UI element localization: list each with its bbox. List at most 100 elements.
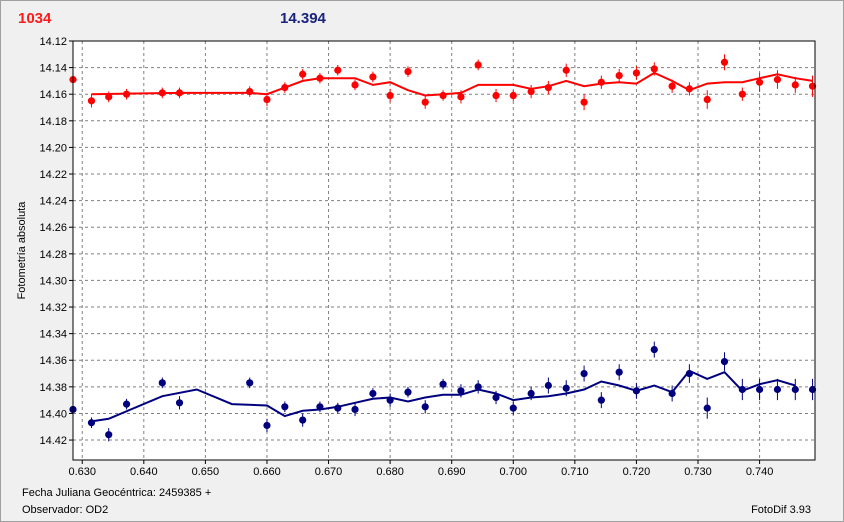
observer-label: Observador: OD2 xyxy=(22,504,109,516)
data-point xyxy=(351,81,359,89)
data-point xyxy=(632,387,641,395)
data-point xyxy=(122,90,131,98)
data-point xyxy=(791,81,799,89)
data-point xyxy=(492,393,500,402)
data-point xyxy=(615,368,623,376)
data-point xyxy=(369,389,377,398)
data-point xyxy=(703,404,711,412)
plot-area xyxy=(73,41,815,460)
data-point xyxy=(334,66,342,74)
data-point xyxy=(562,384,570,392)
x-tick-label: 0.630 xyxy=(68,466,96,478)
data-point xyxy=(316,74,324,82)
y-tick-label: 14.34 xyxy=(39,329,67,341)
data-point xyxy=(421,98,429,106)
y-tick-label: 14.32 xyxy=(39,302,67,314)
data-point xyxy=(351,405,359,414)
data-point xyxy=(580,98,588,106)
series-layer xyxy=(69,54,817,442)
data-point xyxy=(87,97,96,105)
data-point xyxy=(492,91,500,100)
data-point xyxy=(246,87,254,96)
data-point xyxy=(263,421,271,430)
x-tick-label: 0.670 xyxy=(315,466,343,478)
x-tick-label: 0.740 xyxy=(746,466,774,478)
x-tick-label: 0.730 xyxy=(684,466,712,478)
data-point xyxy=(808,385,817,394)
y-tick-label: 14.16 xyxy=(39,89,67,101)
data-point xyxy=(650,345,658,354)
data-point xyxy=(580,369,588,378)
data-point xyxy=(527,389,535,398)
data-point xyxy=(439,91,447,100)
data-point xyxy=(632,69,641,77)
data-point xyxy=(334,404,342,412)
data-point xyxy=(404,388,412,396)
data-point xyxy=(755,385,764,394)
grid-lines xyxy=(73,40,815,460)
y-tick-label: 14.12 xyxy=(39,36,67,48)
data-point xyxy=(474,383,482,391)
data-point xyxy=(615,71,623,80)
y-tick-label: 14.18 xyxy=(39,116,67,128)
data-point xyxy=(404,67,412,76)
data-point xyxy=(509,404,517,412)
x-axis-ticks: 0.630 0.640 0.650 0.660 0.670 0.680 0.690 0.700… xyxy=(68,460,773,478)
y-tick-label: 14.38 xyxy=(39,382,67,394)
data-point xyxy=(738,90,746,98)
data-point xyxy=(720,357,729,366)
data-point xyxy=(439,380,447,388)
y-axis-ticks: 14.12 14.14 14.16 14.18 14.20 14.22 14.24 14.26… xyxy=(39,36,73,447)
x-tick-label: 0.720 xyxy=(623,466,651,478)
data-point xyxy=(246,379,254,387)
data-point xyxy=(703,95,711,104)
data-point xyxy=(386,91,394,100)
data-point xyxy=(509,91,517,100)
y-tick-label: 14.20 xyxy=(39,142,67,154)
y-tick-label: 14.28 xyxy=(39,249,67,261)
data-point xyxy=(668,82,676,90)
y-axis-label: Fotometría absoluta xyxy=(16,201,28,300)
data-point xyxy=(105,93,113,101)
version-label: FotoDif 3.93 xyxy=(751,504,811,516)
data-point xyxy=(650,65,658,73)
data-point xyxy=(105,431,113,439)
data-point xyxy=(457,387,465,395)
x-axis-label: Fecha Juliana Geocéntrica: 2459385 + xyxy=(22,487,212,499)
data-point xyxy=(87,419,96,427)
data-point xyxy=(773,385,782,394)
data-point xyxy=(544,381,552,390)
data-point xyxy=(158,89,166,97)
data-point xyxy=(808,82,817,90)
y-tick-label: 14.22 xyxy=(39,169,67,181)
data-point xyxy=(299,416,307,424)
header-value-left: 1034 xyxy=(18,10,52,27)
plot-border xyxy=(72,40,816,461)
y-tick-label: 14.24 xyxy=(39,196,67,208)
x-tick-label: 0.660 xyxy=(253,466,281,478)
data-point xyxy=(791,385,799,394)
data-point xyxy=(122,400,131,408)
x-tick-label: 0.690 xyxy=(438,466,466,478)
x-tick-label: 0.640 xyxy=(130,466,158,478)
y-tick-label: 14.36 xyxy=(39,355,67,367)
fit-line xyxy=(91,71,813,97)
data-point xyxy=(685,369,693,378)
data-point xyxy=(685,85,693,93)
data-point xyxy=(773,75,782,84)
data-point xyxy=(316,403,324,411)
data-point xyxy=(597,396,605,404)
data-point xyxy=(299,70,307,78)
data-point xyxy=(386,396,394,404)
data-point xyxy=(158,379,166,387)
data-point xyxy=(263,95,271,104)
data-point xyxy=(755,78,764,86)
y-tick-label: 14.14 xyxy=(39,63,67,75)
data-point xyxy=(720,58,729,66)
series-0 xyxy=(69,54,817,111)
data-point xyxy=(281,83,289,92)
data-point xyxy=(527,87,535,96)
data-point xyxy=(668,389,676,398)
y-tick-label: 14.40 xyxy=(39,408,67,420)
